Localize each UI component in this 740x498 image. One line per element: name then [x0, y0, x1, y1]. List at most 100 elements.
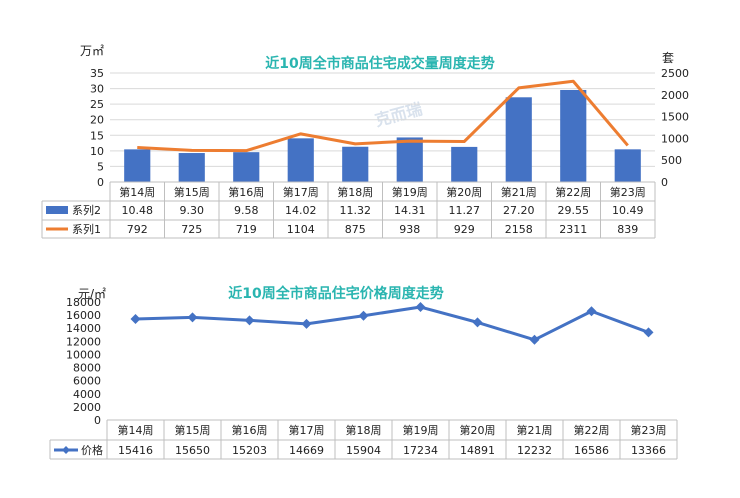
bar [451, 146, 478, 182]
x-tick-label: 第15周 [174, 185, 210, 199]
legend-label-price: 价格 [81, 443, 103, 457]
data-label: 875 [345, 223, 366, 236]
price-y-tick: 16000 [66, 309, 101, 322]
bar [124, 149, 151, 182]
x-tick-label: 第15周 [175, 423, 211, 437]
chart-volume-title: 近10周全市商品住宅成交量周度走势 [265, 55, 494, 72]
bar [287, 138, 314, 182]
data-label: 12232 [517, 444, 552, 457]
x-tick-label: 第17周 [289, 423, 325, 437]
data-label: 2311 [559, 223, 587, 236]
right-y-tick: 2000 [661, 89, 689, 102]
right-y-tick: 2500 [661, 67, 689, 80]
x-tick-label: 第21周 [517, 423, 553, 437]
x-tick-label: 第16周 [232, 423, 268, 437]
data-label: 1104 [287, 223, 315, 236]
bar [178, 153, 205, 182]
data-label: 15650 [175, 444, 210, 457]
price-marker [301, 318, 312, 329]
x-tick-label: 第17周 [283, 185, 319, 199]
data-label: 15416 [118, 444, 153, 457]
data-label: 14.02 [285, 204, 317, 217]
data-label: 792 [127, 223, 148, 236]
data-label: 17234 [403, 444, 438, 457]
left-y-tick: 5 [97, 160, 104, 173]
data-label: 10.48 [122, 204, 154, 217]
data-label: 11.27 [449, 204, 481, 217]
bar [505, 97, 532, 182]
right-y-tick: 0 [661, 176, 668, 189]
x-tick-label: 第23周 [631, 423, 667, 437]
bar [342, 146, 369, 182]
price-y-tick: 12000 [66, 335, 101, 348]
left-y-tick: 10 [90, 145, 104, 158]
left-axis-unit: 万㎡ [80, 44, 104, 58]
price-y-tick: 0 [94, 414, 101, 427]
data-label: 29.55 [558, 204, 590, 217]
left-y-tick: 15 [90, 129, 104, 142]
legend-key-series2 [46, 206, 68, 214]
legend-marker-price [62, 446, 70, 454]
data-label: 13366 [631, 444, 666, 457]
price-marker [586, 306, 597, 317]
right-y-tick: 1500 [661, 111, 689, 124]
chart-price-title: 近10周全市商品住宅价格周度走势 [228, 285, 443, 302]
data-label: 938 [399, 223, 420, 236]
x-tick-label: 第14周 [119, 185, 155, 199]
data-label: 15203 [232, 444, 267, 457]
bar [560, 89, 587, 182]
data-label: 11.32 [340, 204, 372, 217]
price-axis-unit: 元/㎡ [78, 287, 106, 301]
price-y-tick: 10000 [66, 348, 101, 361]
bar [233, 152, 260, 182]
data-label: 14.31 [394, 204, 426, 217]
right-axis-unit: 套 [662, 51, 674, 65]
x-tick-label: 第19周 [403, 423, 439, 437]
price-y-tick: 8000 [73, 362, 101, 375]
x-tick-label: 第18周 [346, 423, 382, 437]
bar [396, 137, 423, 182]
x-tick-label: 第18周 [337, 185, 373, 199]
left-y-tick: 0 [97, 176, 104, 189]
price-marker [130, 313, 141, 324]
price-marker [472, 317, 483, 328]
price-y-tick: 2000 [73, 401, 101, 414]
chart-price: 近10周全市商品住宅价格周度走势 元/㎡ 0200040006000800010… [49, 285, 678, 460]
x-tick-label: 第19周 [392, 185, 428, 199]
legend-label-series2: 系列2 [72, 203, 101, 217]
chart-volume: 近10周全市商品住宅成交量周度走势 克而瑞 万㎡ 套 0510152025303… [41, 44, 689, 239]
price-marker [187, 312, 198, 323]
left-y-tick: 25 [90, 98, 104, 111]
series1-line [137, 79, 629, 153]
x-tick-label: 第16周 [228, 185, 264, 199]
data-label: 9.30 [180, 204, 205, 217]
left-y-tick: 20 [90, 114, 104, 127]
data-label: 839 [617, 223, 638, 236]
data-label: 14669 [289, 444, 324, 457]
x-tick-label: 第20周 [460, 423, 496, 437]
price-marker [415, 302, 426, 313]
price-marker [643, 327, 654, 338]
price-y-tick: 14000 [66, 322, 101, 335]
price-y-tick: 4000 [73, 388, 101, 401]
x-tick-label: 第21周 [501, 185, 537, 199]
left-y-tick: 35 [90, 67, 104, 80]
price-y-tick: 6000 [73, 375, 101, 388]
legend-label-series1: 系列1 [72, 222, 101, 236]
data-label: 14891 [460, 444, 495, 457]
data-label: 929 [454, 223, 475, 236]
right-y-tick: 1000 [661, 132, 689, 145]
data-label: 10.49 [612, 204, 644, 217]
price-line [135, 305, 650, 342]
x-tick-label: 第22周 [555, 185, 591, 199]
right-y-tick: 500 [661, 154, 682, 167]
data-label: 27.20 [503, 204, 535, 217]
x-tick-label: 第20周 [446, 185, 482, 199]
data-label: 16586 [574, 444, 609, 457]
price-marker [358, 310, 369, 321]
data-label: 15904 [346, 444, 381, 457]
x-tick-label: 第23周 [610, 185, 646, 199]
left-y-tick: 30 [90, 83, 104, 96]
price-marker [529, 334, 540, 345]
